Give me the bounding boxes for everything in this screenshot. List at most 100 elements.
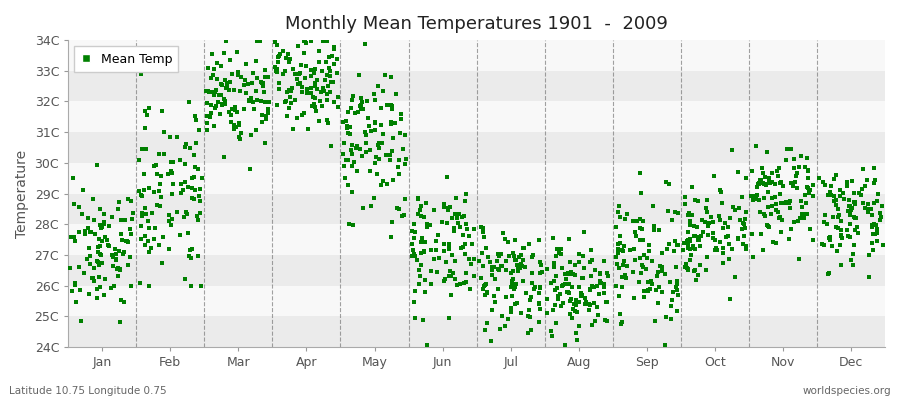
Point <box>630 218 644 224</box>
Point <box>440 207 454 214</box>
Point <box>284 85 299 91</box>
Point <box>310 86 325 92</box>
Point <box>757 194 771 201</box>
Point <box>364 202 378 209</box>
Point <box>515 263 529 270</box>
Point <box>106 263 121 269</box>
Point <box>153 202 167 209</box>
Point <box>298 38 312 44</box>
Point <box>833 218 848 224</box>
Point <box>133 279 148 286</box>
Point <box>558 342 572 349</box>
Point <box>572 250 586 257</box>
Point <box>355 153 369 159</box>
Point <box>64 234 78 240</box>
Point <box>681 211 696 218</box>
Point <box>784 226 798 232</box>
Point <box>663 316 678 322</box>
Point <box>834 227 849 233</box>
Point <box>493 326 508 332</box>
Point <box>309 108 323 114</box>
Point <box>472 258 486 264</box>
Point <box>484 307 499 314</box>
Point <box>392 171 407 178</box>
Point <box>532 259 546 265</box>
Point <box>764 211 778 217</box>
Point <box>395 212 410 219</box>
Point <box>86 217 101 224</box>
Point <box>313 98 328 104</box>
Point <box>480 289 494 296</box>
Point <box>390 205 404 211</box>
Point <box>736 241 751 248</box>
Point <box>380 102 394 108</box>
Point <box>758 212 772 219</box>
Point <box>862 205 877 212</box>
Point <box>90 258 104 264</box>
Point <box>368 97 382 104</box>
Point <box>848 199 862 205</box>
Point <box>761 224 776 230</box>
Point <box>477 283 491 289</box>
Point <box>612 264 626 271</box>
Point <box>638 288 652 294</box>
Point <box>220 82 234 89</box>
Point <box>163 134 177 140</box>
Point <box>368 160 382 166</box>
Point <box>698 219 713 225</box>
Point <box>847 214 861 220</box>
Point <box>106 283 121 289</box>
Point <box>359 149 374 155</box>
Point <box>659 314 673 320</box>
Point <box>551 296 565 302</box>
Point <box>76 270 91 276</box>
Point <box>397 160 411 167</box>
Point <box>563 295 578 302</box>
Point <box>498 323 512 329</box>
Point <box>623 247 637 253</box>
Point <box>573 293 588 300</box>
Point <box>188 164 202 170</box>
Point <box>655 264 670 270</box>
Point <box>207 92 221 98</box>
Point <box>304 90 319 96</box>
Point <box>112 267 127 273</box>
Point <box>628 257 643 264</box>
Point <box>283 59 297 66</box>
Point <box>87 278 102 285</box>
Point <box>392 130 407 136</box>
Point <box>611 202 625 209</box>
Point <box>76 187 91 194</box>
Point <box>181 184 195 190</box>
Point <box>800 184 814 190</box>
Point <box>207 122 221 129</box>
Point <box>613 232 627 239</box>
Point <box>643 286 657 292</box>
Point <box>408 221 422 227</box>
Point <box>868 177 882 183</box>
Point <box>410 211 425 217</box>
Point <box>842 196 857 203</box>
Point <box>123 226 138 232</box>
Point <box>713 216 727 223</box>
Point <box>345 189 359 195</box>
Point <box>588 317 602 324</box>
Point <box>566 270 580 277</box>
Point <box>540 296 554 302</box>
Point <box>757 181 771 188</box>
Point <box>105 213 120 220</box>
Point <box>567 308 581 314</box>
Point <box>485 266 500 273</box>
Point <box>761 178 776 185</box>
Point <box>385 176 400 183</box>
Point <box>853 192 868 198</box>
Point <box>367 91 382 98</box>
Point <box>229 103 243 110</box>
Point <box>865 224 879 230</box>
Point <box>166 181 181 187</box>
Point <box>564 283 579 290</box>
Point <box>616 262 631 268</box>
Point <box>680 245 695 251</box>
Point <box>214 92 229 98</box>
Point <box>506 268 520 274</box>
